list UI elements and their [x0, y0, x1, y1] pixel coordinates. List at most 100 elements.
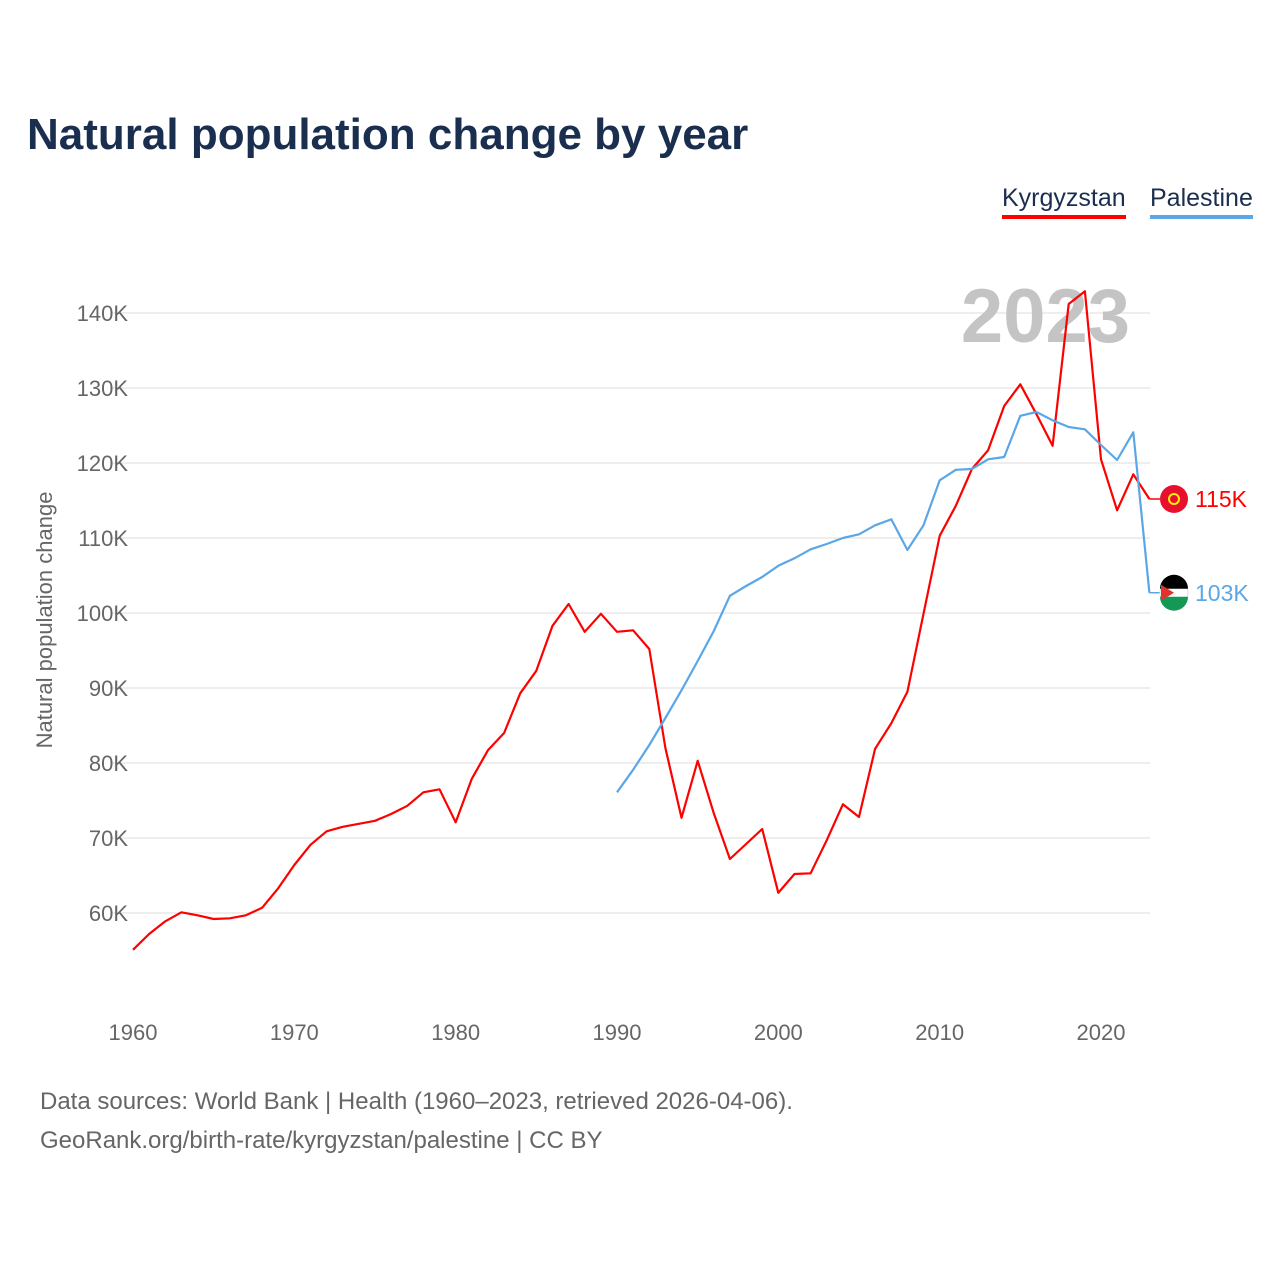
y-tick-label: 100K [77, 601, 129, 626]
data-point [486, 748, 490, 752]
data-point [308, 843, 312, 847]
data-point [938, 534, 942, 538]
y-tick-label: 140K [77, 301, 129, 326]
data-point [534, 669, 538, 673]
data-point [163, 919, 167, 923]
data-point [970, 467, 974, 471]
data-point [954, 504, 958, 508]
data-point [1131, 430, 1135, 434]
y-tick-label: 60K [89, 901, 128, 926]
data-point [1002, 455, 1006, 459]
data-point [228, 916, 232, 920]
data-point [1002, 404, 1006, 408]
data-point [550, 624, 554, 628]
data-point [986, 457, 990, 461]
data-point [680, 688, 684, 692]
data-point [1018, 382, 1022, 386]
x-tick-label: 1990 [593, 1020, 642, 1045]
flag-stripe [1160, 596, 1188, 611]
data-point [1115, 508, 1119, 512]
data-point [986, 448, 990, 452]
data-point [244, 913, 248, 917]
data-point [1131, 472, 1135, 476]
y-tick-label: 90K [89, 676, 128, 701]
data-point [325, 829, 329, 833]
data-point [922, 612, 926, 616]
end-label-kyrgyzstan: 115K [1195, 486, 1248, 512]
data-point [373, 819, 377, 823]
source-link[interactable]: GeoRank.org/birth-rate/kyrgyzstan/palest… [40, 1127, 603, 1154]
data-point [744, 584, 748, 588]
data-point [1051, 418, 1055, 422]
end-label-palestine: 103K [1195, 580, 1249, 606]
data-point [647, 743, 651, 747]
data-point [889, 517, 893, 521]
data-point [873, 747, 877, 751]
kyrgyzstan-flag-icon [1160, 485, 1188, 513]
data-sources: Data sources: World Bank | Health (1960–… [40, 1088, 793, 1115]
data-point [889, 721, 893, 725]
data-point [1051, 444, 1055, 448]
x-tick-label: 2000 [754, 1020, 803, 1045]
data-point [1067, 425, 1071, 429]
y-axis-label: Natural population change [32, 492, 57, 749]
year-label: 2023 [961, 274, 1130, 359]
data-point [954, 468, 958, 472]
data-point [1034, 410, 1038, 414]
data-point [421, 790, 425, 794]
data-point [792, 556, 796, 560]
data-point [647, 647, 651, 651]
legend-item-kyrgyzstan[interactable]: Kyrgyzstan [1002, 184, 1126, 219]
y-tick-label: 120K [77, 451, 129, 476]
data-point [922, 523, 926, 527]
flag-triangle [1161, 584, 1174, 601]
data-point [583, 630, 587, 634]
data-point [680, 816, 684, 820]
data-point [696, 659, 700, 663]
data-point [825, 542, 829, 546]
data-point [276, 886, 280, 890]
data-point [196, 913, 200, 917]
data-point [938, 478, 942, 482]
data-point [599, 612, 603, 616]
data-point [712, 629, 716, 633]
data-point [776, 564, 780, 568]
data-point [1018, 414, 1022, 418]
data-point [728, 594, 732, 598]
data-point [470, 777, 474, 781]
data-point [389, 812, 393, 816]
data-point [776, 891, 780, 895]
data-point [760, 827, 764, 831]
data-point [341, 825, 345, 829]
data-point [744, 842, 748, 846]
data-point [615, 790, 619, 794]
data-point [518, 691, 522, 695]
data-point [405, 804, 409, 808]
x-tick-label: 1980 [431, 1020, 480, 1045]
data-point [292, 863, 296, 867]
flag-stripe [1160, 574, 1188, 589]
data-point [615, 630, 619, 634]
data-point [663, 746, 667, 750]
data-point [1083, 289, 1087, 293]
data-point [260, 906, 264, 910]
data-point [438, 787, 442, 791]
chart-title: Natural population change by year [27, 110, 749, 159]
data-point [1099, 457, 1103, 461]
data-point [357, 822, 361, 826]
series-line-kyrgyzstan [132, 290, 1151, 951]
data-point [857, 532, 861, 536]
data-point [663, 716, 667, 720]
data-point [131, 948, 135, 952]
x-tick-label: 2020 [1077, 1020, 1126, 1045]
data-point [179, 910, 183, 914]
data-point [728, 857, 732, 861]
data-point [760, 575, 764, 579]
data-point [1067, 302, 1071, 306]
data-point [454, 820, 458, 824]
data-point [809, 871, 813, 875]
y-tick-label: 80K [89, 751, 128, 776]
data-point [1115, 458, 1119, 462]
legend-item-palestine[interactable]: Palestine [1150, 184, 1253, 219]
